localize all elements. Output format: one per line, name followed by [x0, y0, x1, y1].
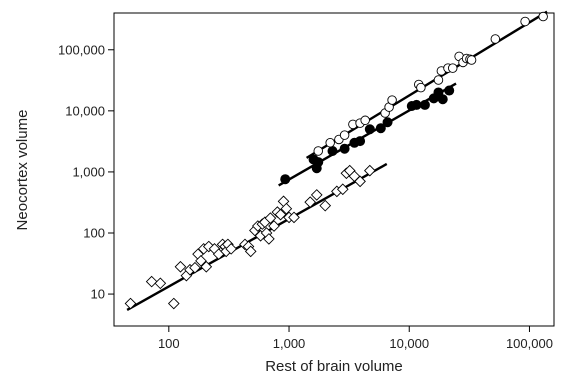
y-axis-title: Neocortex volume [14, 110, 31, 231]
data-point-open-circle [416, 82, 426, 93]
data-point-filled-circle [419, 99, 430, 110]
data-point-open-circle [360, 115, 370, 126]
data-point-diamond [263, 233, 275, 245]
x-tick-label: 100 [158, 336, 180, 351]
data-point-diamond [354, 175, 366, 188]
data-point-diamond [200, 260, 213, 273]
data-point-filled-circle [411, 99, 422, 110]
data-point-filled-circle [444, 85, 455, 96]
data-point-open-circle [433, 75, 444, 85]
data-point-filled-circle [327, 146, 338, 157]
data-point-open-circle [387, 95, 397, 105]
data-point-diamond [145, 275, 158, 288]
y-axis: 10 100 1,000 10,000 100,000 [58, 42, 114, 302]
data-point-diamond [319, 199, 332, 212]
plot-area-frame [113, 12, 555, 327]
data-point-open-circle [339, 130, 350, 140]
data-point-diamond [225, 243, 237, 255]
data-point-open-circle [447, 63, 458, 73]
data-point-filled-circle [375, 123, 386, 134]
data-point-filled-circle [355, 136, 366, 147]
data-point-diamond [280, 202, 293, 215]
data-point-diamond [310, 189, 323, 201]
x-axis: 100 1,000 10,000 100,000 [158, 326, 553, 351]
y-tick-label: 10 [91, 287, 105, 302]
data-point-filled-circle [313, 157, 324, 168]
data-point-diamond [244, 245, 257, 258]
data-point-open-circle [466, 55, 477, 65]
y-tick-label: 10,000 [65, 103, 105, 118]
x-axis-title: Rest of brain volume [265, 358, 403, 375]
data-point-open-circle [313, 146, 323, 156]
data-point-open-circle [538, 11, 548, 22]
data-point-diamond [174, 260, 187, 273]
data-point-filled-circle [382, 117, 393, 128]
data-point-diamond [195, 255, 207, 267]
data-point-open-circle [490, 34, 501, 44]
data-point-diamond [154, 277, 167, 290]
data-point-diamond [363, 164, 376, 177]
data-point-filled-circle [339, 143, 350, 154]
x-tick-label: 10,000 [389, 336, 429, 351]
data-point-filled-circle [280, 174, 291, 185]
y-tick-label: 100 [83, 225, 105, 240]
data-point-diamond [304, 196, 317, 208]
data-point-open-circle [520, 16, 530, 27]
data-point-diamond [274, 208, 287, 221]
data-point-diamond [167, 297, 180, 310]
data-point-diamond [336, 183, 349, 196]
data-point-filled-circle [364, 124, 375, 135]
data-points [124, 11, 548, 310]
data-point-diamond [264, 212, 277, 224]
data-point-filled-circle [437, 94, 448, 105]
data-point-diamond [124, 297, 137, 310]
x-tick-label: 100,000 [506, 336, 553, 351]
x-tick-label: 1,000 [273, 336, 306, 351]
data-point-diamond [189, 261, 201, 274]
data-point-open-circle [325, 138, 335, 148]
y-tick-label: 1,000 [72, 164, 105, 179]
y-tick-label: 100,000 [58, 42, 105, 57]
data-point-diamond [268, 220, 280, 232]
data-point-diamond [288, 211, 300, 224]
